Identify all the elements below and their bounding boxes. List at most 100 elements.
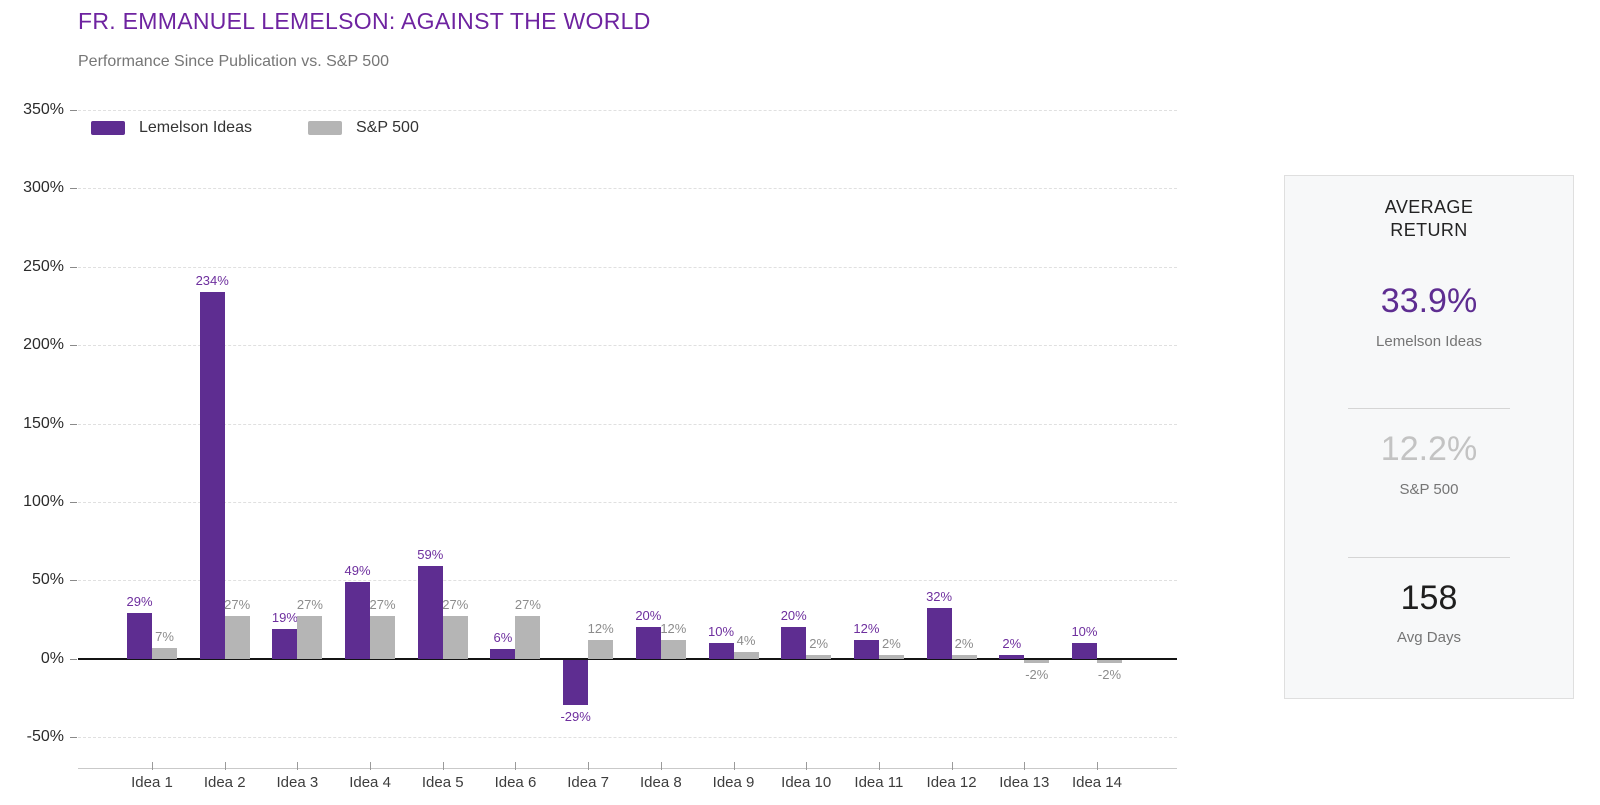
bar-value-label: 19% — [271, 609, 298, 625]
y-axis-tick — [70, 658, 77, 660]
bar-lemelson-ideas-idea-6[interactable] — [490, 649, 516, 659]
bar-value-label: 27% — [296, 597, 323, 613]
y-axis-tick — [70, 737, 77, 738]
bar-value-label: 2% — [1002, 636, 1022, 652]
bar-s-p-500-idea-7[interactable] — [588, 639, 614, 659]
x-axis-tick — [1024, 762, 1026, 770]
sp500-swatch-icon — [307, 121, 342, 135]
average-return-sp500-label: S&P 500 — [1399, 481, 1459, 498]
y-axis-label: 0% — [40, 649, 64, 667]
bar-lemelson-ideas-idea-9[interactable] — [708, 642, 734, 659]
x-axis-label-idea-4: Idea 4 — [349, 774, 391, 791]
bar-lemelson-ideas-idea-13[interactable] — [999, 655, 1025, 659]
page-title: FR. EMMANUEL LEMELSON: AGAINST THE WORLD — [78, 8, 651, 34]
bar-s-p-500-idea-9[interactable] — [733, 652, 759, 659]
y-axis-tick — [70, 266, 77, 268]
bar-value-label: 20% — [780, 608, 807, 624]
bar-s-p-500-idea-8[interactable] — [660, 639, 686, 659]
gridline — [78, 580, 1177, 582]
bar-s-p-500-idea-5[interactable] — [442, 616, 468, 659]
bar-value-label: -29% — [560, 709, 591, 725]
bar-value-label: 29% — [126, 594, 153, 610]
bar-lemelson-ideas-idea-2[interactable] — [199, 291, 225, 659]
bar-lemelson-ideas-idea-10[interactable] — [781, 627, 807, 659]
bar-value-label: 4% — [736, 633, 756, 649]
bar-lemelson-ideas-idea-4[interactable] — [345, 581, 371, 659]
y-axis-label: 50% — [31, 571, 64, 589]
bar-value-label: -2% — [1025, 666, 1049, 682]
y-axis-label: 350% — [23, 101, 64, 118]
bar-lemelson-ideas-idea-11[interactable] — [853, 639, 879, 659]
x-axis-label-idea-6: Idea 6 — [494, 774, 537, 791]
x-axis-label-idea-12: Idea 12 — [926, 774, 977, 791]
y-axis-tick — [70, 110, 77, 111]
bar-s-p-500-idea-10[interactable] — [806, 655, 832, 659]
bar-lemelson-ideas-idea-5[interactable] — [417, 566, 443, 659]
bar-lemelson-ideas-idea-14[interactable] — [1071, 642, 1097, 659]
y-axis-label: 200% — [23, 336, 64, 354]
bar-value-label: 27% — [224, 597, 251, 613]
average-return-lemelson-value: 33.9% — [1380, 282, 1478, 320]
bar-lemelson-ideas-idea-3[interactable] — [272, 628, 298, 659]
gridline — [78, 345, 1177, 347]
bar-value-label: 12% — [587, 620, 614, 636]
y-axis-label: 300% — [23, 179, 64, 197]
x-axis-tick — [224, 762, 226, 770]
zero-gridline — [78, 657, 1177, 660]
x-axis-tick — [370, 762, 372, 770]
legend-label: Lemelson Ideas — [139, 119, 252, 136]
x-axis-label-idea-1: Idea 1 — [131, 774, 173, 791]
x-axis-tick — [733, 762, 735, 770]
bar-value-label: 2% — [954, 636, 974, 652]
y-axis-label: 100% — [23, 492, 64, 510]
bar-value-label: 10% — [708, 623, 735, 639]
y-axis-label: 250% — [23, 257, 64, 275]
bar-s-p-500-idea-12[interactable] — [951, 655, 977, 659]
x-axis-label-idea-3: Idea 3 — [276, 774, 319, 791]
bar-s-p-500-idea-11[interactable] — [878, 655, 904, 659]
bar-s-p-500-idea-3[interactable] — [297, 616, 323, 659]
bar-s-p-500-idea-4[interactable] — [370, 616, 396, 659]
x-axis-label-idea-2: Idea 2 — [203, 774, 246, 791]
x-axis-tick — [515, 762, 517, 770]
y-axis-tick — [70, 501, 77, 503]
bar-value-label: 7% — [155, 628, 174, 644]
gridline — [78, 423, 1177, 425]
x-axis-label-idea-11: Idea 11 — [854, 774, 904, 791]
legend-item-lemelson-ideas[interactable]: Lemelson Ideas — [91, 119, 252, 137]
bar-value-label: -2% — [1097, 666, 1122, 682]
bar-lemelson-ideas-idea-1[interactable] — [127, 613, 152, 659]
average-return-lemelson-label: Lemelson Ideas — [1376, 333, 1482, 350]
bar-s-p-500-idea-14[interactable] — [1096, 659, 1122, 663]
bar-lemelson-ideas-idea-7[interactable] — [563, 659, 589, 706]
bar-value-label: 59% — [417, 547, 444, 563]
x-axis-tick — [442, 762, 444, 770]
chart-legend: Lemelson Ideas S&P 500 — [91, 119, 419, 137]
bar-value-label: 27% — [369, 597, 396, 613]
x-axis-tick — [660, 762, 662, 770]
x-axis-line — [78, 768, 1177, 769]
bar-lemelson-ideas-idea-8[interactable] — [635, 627, 661, 659]
gridline — [78, 188, 1177, 190]
bar-value-label: 234% — [195, 272, 229, 288]
bar-lemelson-ideas-idea-12[interactable] — [926, 608, 952, 659]
bar-value-label: 27% — [442, 597, 469, 613]
bar-s-p-500-idea-13[interactable] — [1024, 659, 1050, 663]
y-axis-label: 150% — [23, 414, 64, 432]
bar-s-p-500-idea-2[interactable] — [224, 616, 250, 659]
bar-s-p-500-idea-6[interactable] — [515, 616, 541, 659]
x-axis-label-idea-9: Idea 9 — [712, 774, 755, 791]
x-axis-tick — [297, 762, 299, 770]
lemelson-ideas-swatch-icon — [91, 121, 125, 135]
y-axis-tick — [70, 580, 77, 582]
x-axis-label-idea-10: Idea 10 — [781, 774, 832, 791]
bar-value-label: 10% — [1071, 623, 1098, 639]
avg-days-label: Avg Days — [1397, 629, 1461, 646]
gridline — [78, 110, 1177, 111]
x-axis-tick — [951, 762, 953, 770]
bar-s-p-500-idea-1[interactable] — [152, 647, 177, 659]
legend-item-sp500[interactable]: S&P 500 — [307, 119, 419, 137]
bar-value-label: 6% — [493, 630, 513, 646]
x-axis-label-idea-14: Idea 14 — [1071, 774, 1122, 791]
